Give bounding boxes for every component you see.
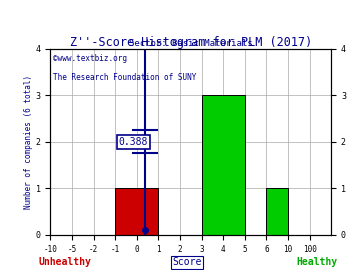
- Text: The Research Foundation of SUNY: The Research Foundation of SUNY: [53, 73, 197, 82]
- Text: Unhealthy: Unhealthy: [39, 257, 91, 267]
- Y-axis label: Number of companies (6 total): Number of companies (6 total): [24, 75, 33, 209]
- Title: Z''-Score Histogram for PLM (2017): Z''-Score Histogram for PLM (2017): [70, 36, 312, 49]
- Text: ©www.textbiz.org: ©www.textbiz.org: [53, 54, 127, 63]
- Text: 0.388: 0.388: [118, 137, 148, 147]
- Text: Sector: Basic Materials: Sector: Basic Materials: [129, 39, 253, 48]
- Text: Score: Score: [172, 257, 202, 267]
- Bar: [115, 188, 158, 235]
- Bar: [266, 188, 288, 235]
- Bar: [202, 95, 245, 235]
- Text: Healthy: Healthy: [296, 257, 337, 267]
